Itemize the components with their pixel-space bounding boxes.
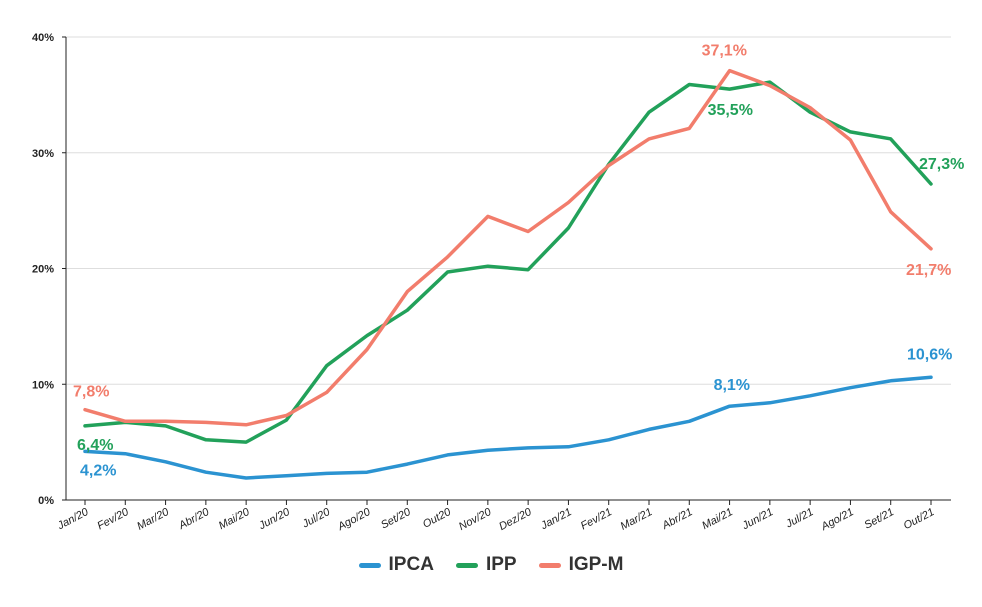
line-chart: 0%10%20%30%40% Jan/20 Fev/20 Mar/20 Abr/20 M…	[32, 32, 964, 534]
data-label-ipp: 35,5%	[708, 102, 753, 119]
x-tick-label: Set/20	[379, 506, 413, 532]
data-label-ipca: 4,2%	[80, 462, 116, 479]
data-labels: 4,2% 8,1% 10,6% 6,4% 35,5% 27,3% 7,8% 37,1% 21,7…	[73, 43, 964, 480]
x-tick-labels: Jan/20 Fev/20 Mar/20 Abr/20 Mai/20 Jun/20 Jul/…	[55, 506, 937, 534]
legend-label: IPCA	[388, 554, 434, 575]
legend-swatch	[455, 562, 478, 568]
legend: IPCA IPP IGP-M	[0, 550, 982, 580]
x-tick-label: Dez/20	[497, 506, 534, 533]
x-tick-label: Jun/21	[740, 506, 776, 533]
axes	[62, 36, 951, 505]
legend-item: IPCA	[358, 554, 434, 576]
x-tick-label: Fev/20	[95, 506, 131, 533]
x-tick-label: Jul/20	[300, 506, 333, 531]
y-tick-label: 0%	[38, 495, 54, 507]
x-tick-label: Abr/20	[176, 506, 212, 533]
data-label-ipp: 27,3%	[919, 156, 964, 173]
x-tick-label: Mai/20	[217, 506, 253, 533]
legend-swatch	[358, 562, 381, 568]
data-label-ipca: 10,6%	[907, 346, 952, 363]
legend-label: IGP-M	[568, 554, 624, 575]
data-label-ipca: 8,1%	[714, 377, 750, 394]
x-tick-label: Out20	[421, 506, 454, 531]
gridlines	[66, 36, 951, 385]
x-tick-label: Mar/20	[135, 506, 172, 533]
legend-item: IPP	[455, 554, 517, 576]
y-tick-label: 20%	[32, 264, 54, 276]
x-tick-label: Out/21	[902, 506, 937, 532]
x-tick-label: Ago/20	[335, 506, 373, 534]
series-line-igp-m	[83, 68, 933, 427]
legend-item: IGP-M	[538, 554, 624, 576]
legend-swatch	[538, 562, 561, 568]
x-tick-label: Jun/20	[256, 506, 292, 533]
y-tick-label: 40%	[32, 32, 54, 44]
series-lines	[83, 68, 933, 480]
series-line-ipca	[83, 375, 933, 480]
data-label-igp-m: 37,1%	[702, 43, 747, 60]
y-tick-label: 10%	[32, 379, 54, 391]
x-tick-label: Mar/21	[619, 506, 655, 533]
x-tick-label: Mai/21	[700, 506, 735, 532]
x-tick-label: Jul/21	[783, 506, 815, 531]
x-tick-label: Nov/20	[457, 506, 494, 533]
x-tick-label: Set/21	[862, 506, 896, 532]
y-tick-labels: 0% 10% 20% 30% 40%	[32, 32, 54, 507]
x-tick-label: Abr/21	[660, 506, 695, 532]
data-label-ipp: 6,4%	[77, 437, 113, 454]
data-label-igp-m: 7,8%	[73, 384, 109, 401]
legend-label: IPP	[485, 554, 517, 575]
series-line-ipp	[83, 80, 933, 444]
data-label-igp-m: 21,7%	[906, 262, 951, 279]
y-tick-label: 30%	[32, 148, 54, 160]
x-tick-label: Fev/21	[579, 506, 614, 532]
x-tick-label: Jan/21	[538, 506, 574, 533]
x-tick-label: Jan/20	[55, 506, 91, 533]
x-tick-label: Ago/21	[819, 506, 856, 533]
